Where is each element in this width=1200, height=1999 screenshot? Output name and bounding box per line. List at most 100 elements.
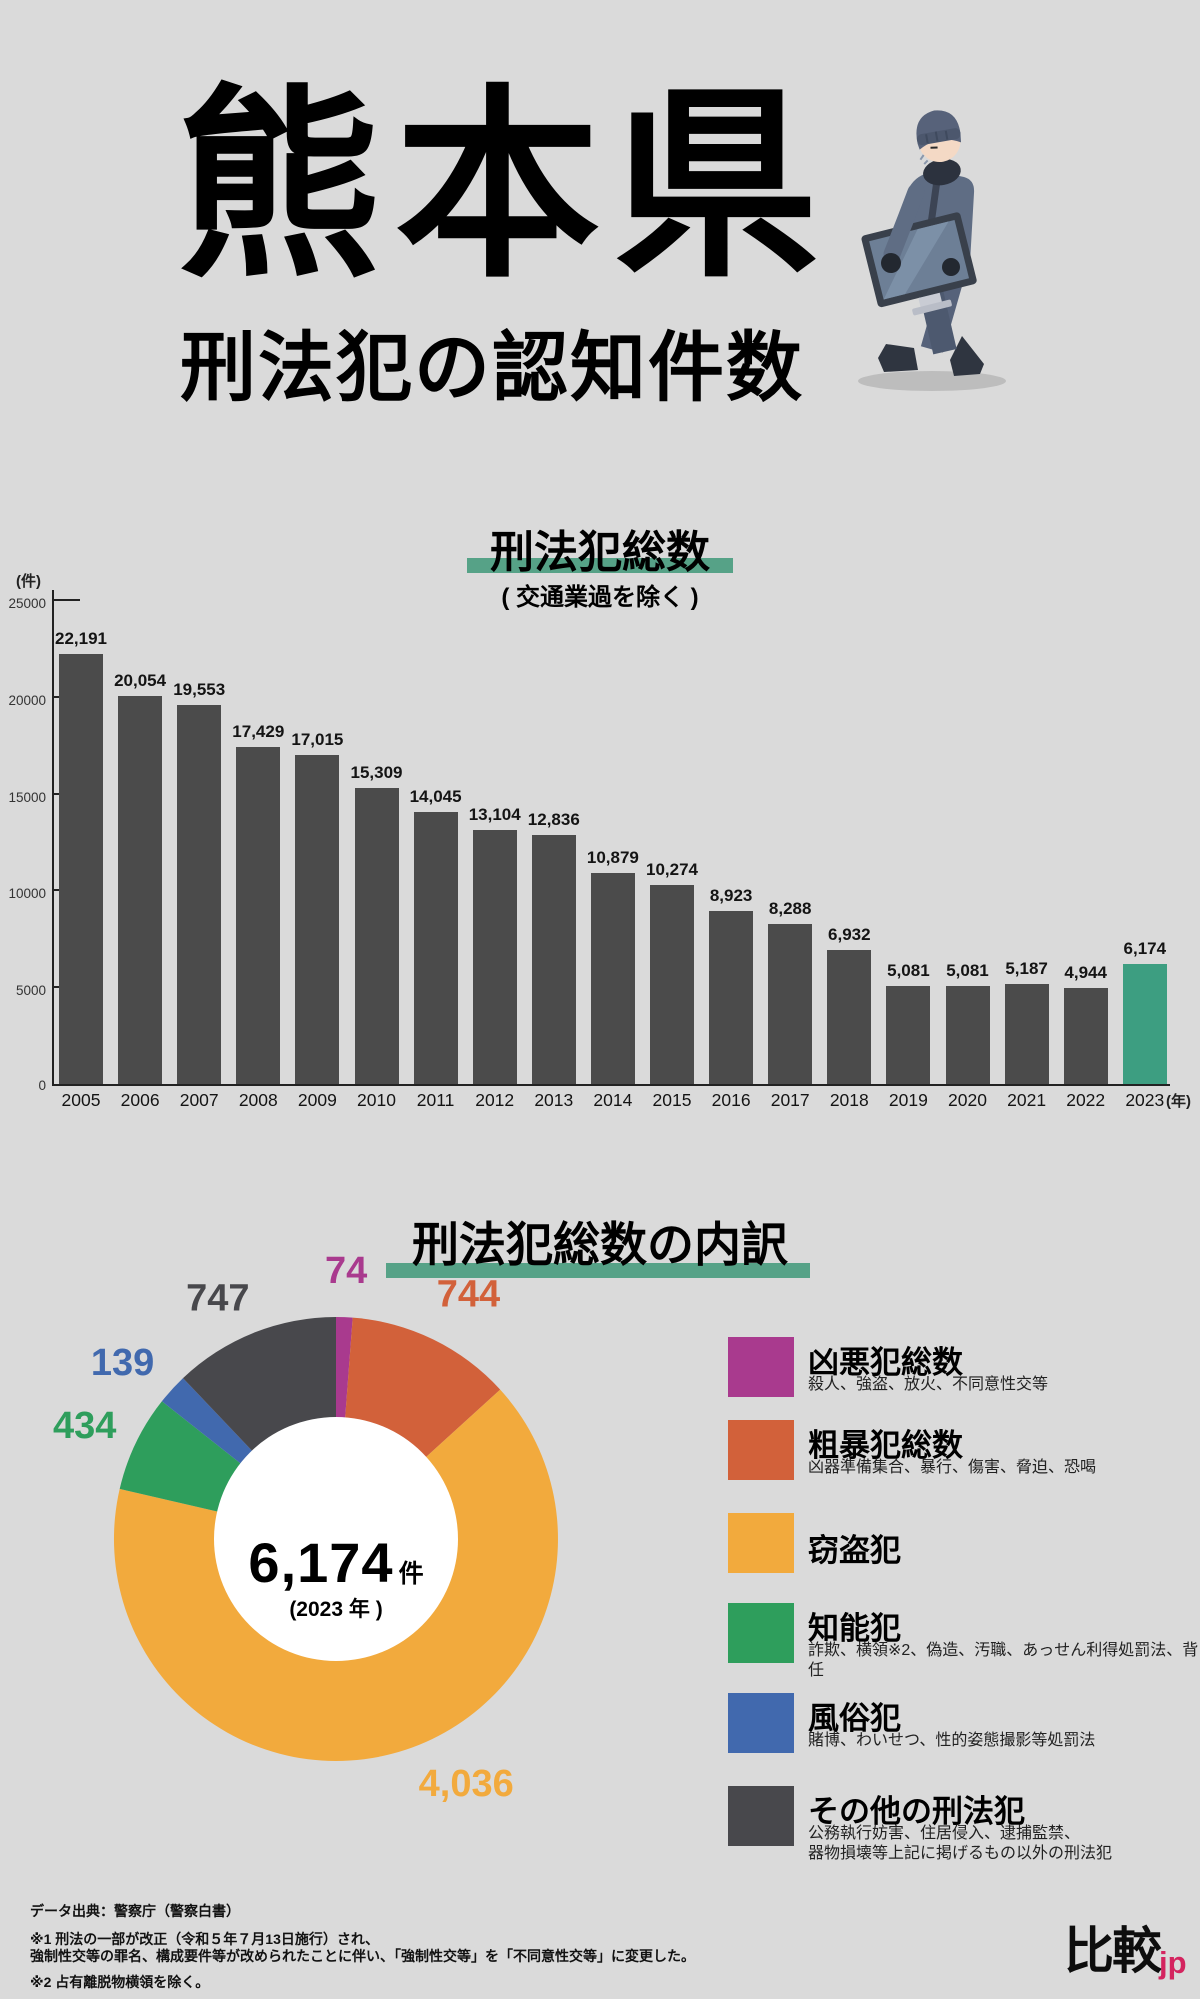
donut-label-2: 4,036 xyxy=(419,1763,514,1805)
legend-title-1: 粗暴犯総数 xyxy=(808,1428,963,1463)
bar-value-2018: 6,932 xyxy=(828,925,871,944)
y-tick-label-10000: 10000 xyxy=(8,886,46,902)
x-label-2021: 2021 xyxy=(1007,1090,1047,1110)
logo-main-text: 比較 xyxy=(1064,1923,1162,1979)
shadow-ellipse xyxy=(858,371,1006,391)
x-label-2012: 2012 xyxy=(475,1090,515,1110)
bar-value-2020: 5,081 xyxy=(946,961,989,980)
legend-title-0: 凶悪犯総数 xyxy=(808,1345,963,1380)
x-label-2016: 2016 xyxy=(711,1090,751,1110)
y-tick-label-25000: 25000 xyxy=(8,596,46,611)
bar-value-2016: 8,923 xyxy=(709,886,753,905)
legend-swatch-4 xyxy=(728,1693,794,1753)
legend-desc-5: 公務執行妨害、住居侵入、逮捕監禁、 器物損壊等上記に掲げるもの以外の刑法犯 xyxy=(808,1825,1113,1862)
y-tick-label-15000: 15000 xyxy=(8,789,46,805)
footnote-1-line2: 強制性交等の罪名、構成要件等が改められたことに伴い、「強制性交等」を「不同意性交… xyxy=(30,1948,695,1964)
x-label-2011: 2011 xyxy=(416,1090,455,1110)
bar-2017 xyxy=(768,924,813,1084)
legend-desc-1: 凶器準備集合、暴行、傷害、脅迫、恐喝 xyxy=(808,1459,1097,1476)
bar-2006 xyxy=(118,696,163,1084)
donut-total-value: 6,174 xyxy=(248,1531,394,1594)
donut-hole xyxy=(214,1417,458,1661)
bar-value-2014: 10,879 xyxy=(586,848,639,867)
section2-underline xyxy=(386,1263,810,1278)
section1-underline xyxy=(467,558,733,573)
bar-2021 xyxy=(1004,984,1049,1084)
bar-2007 xyxy=(177,705,222,1084)
bar-2019 xyxy=(886,986,931,1084)
x-label-2014: 2014 xyxy=(593,1090,633,1110)
x-label-2020: 2020 xyxy=(948,1090,987,1110)
bar-2015 xyxy=(650,885,694,1084)
bar-2005 xyxy=(59,654,103,1084)
legend: 凶悪犯総数 殺人、強盗、放火、不同意性交等 粗暴犯総数 凶器準備集合、暴行、傷害、脅迫… xyxy=(728,1335,1200,1905)
section1-title: 刑法犯総数 xyxy=(490,528,710,577)
donut-center-label: 6,174 件 (2023 年 ) xyxy=(186,1532,486,1621)
y-tick-label-0: 0 xyxy=(38,1078,46,1093)
burglar-head xyxy=(916,110,962,186)
x-label-2023: 2023 xyxy=(1125,1090,1165,1110)
x-axis-unit-label: (年) xyxy=(1166,1093,1191,1110)
x-label-2005: 2005 xyxy=(61,1090,101,1110)
page-title: 熊本県 xyxy=(176,72,833,301)
donut-label-3: 434 xyxy=(53,1405,116,1447)
bar-chart: (年) 0 5000 10000 15000 20000 25000 22,191 2005 2… xyxy=(8,590,1191,1110)
donut-label-4: 139 xyxy=(91,1342,154,1384)
bar-value-2006: 20,054 xyxy=(114,671,167,690)
burglar-illustration xyxy=(858,110,1006,391)
bar-2022 xyxy=(1063,988,1108,1084)
bar-2013 xyxy=(531,835,576,1084)
x-label-2010: 2010 xyxy=(357,1090,396,1110)
bar-2016 xyxy=(709,911,754,1084)
legend-swatch-3 xyxy=(728,1603,794,1663)
legend-title-3: 知能犯 xyxy=(808,1611,901,1646)
section2-title: 刑法犯総数の内訳 xyxy=(412,1218,788,1271)
bar-2011 xyxy=(413,812,458,1084)
tv-icon xyxy=(861,212,977,316)
bar-2010 xyxy=(354,788,399,1084)
y-axis-unit-label: (件) xyxy=(16,573,41,590)
bar-2008 xyxy=(236,747,281,1084)
legend-title-2: 窃盗犯 xyxy=(808,1533,901,1568)
bar-value-2021: 5,187 xyxy=(1005,959,1048,978)
bar-value-2022: 4,944 xyxy=(1064,963,1107,982)
y-tick-label-20000: 20000 xyxy=(8,692,46,708)
hikaku-jp-logo: 比較 jp xyxy=(1064,1923,1188,1979)
donut-chart: 74 744 4,036 434 139 747 xyxy=(53,1250,558,1805)
y-tick-label-5000: 5000 xyxy=(15,983,46,999)
legend-swatch-0 xyxy=(728,1337,794,1397)
legend-swatch-2 xyxy=(728,1513,794,1573)
bar-2012 xyxy=(472,830,517,1084)
legend-swatch-5 xyxy=(728,1786,794,1846)
x-label-2017: 2017 xyxy=(770,1090,810,1110)
donut-label-0: 74 xyxy=(325,1250,367,1292)
bar-value-2013: 12,836 xyxy=(527,810,580,829)
x-label-2006: 2006 xyxy=(120,1090,160,1110)
x-label-2008: 2008 xyxy=(238,1090,278,1110)
bar-value-2012: 13,104 xyxy=(468,805,521,824)
bar-2009 xyxy=(295,755,340,1084)
bar-value-2017: 8,288 xyxy=(768,899,812,918)
page-subtitle: 刑法犯の認知件数 xyxy=(180,326,804,411)
bar-2023 xyxy=(1122,964,1167,1084)
donut-year-label: (2023 年 ) xyxy=(289,1597,383,1621)
bar-2014 xyxy=(590,873,635,1084)
donut-label-5: 747 xyxy=(186,1277,249,1319)
footnote-1-line1: ※1 刑法の一部が改正（令和５年７月13日施行）され、 xyxy=(30,1931,379,1947)
footnote-2: ※2 占有離脱物横領を除く。 xyxy=(30,1974,210,1990)
x-label-2013: 2013 xyxy=(534,1090,574,1110)
x-label-2019: 2019 xyxy=(888,1090,928,1110)
bar-value-2005: 22,191 xyxy=(55,629,107,648)
legend-desc-3: 詐欺、横領※2、偽造、汚職、あっせん利得処罰法、背任 xyxy=(808,1642,1199,1679)
bar-value-2007: 19,553 xyxy=(173,680,226,699)
y-tick-25000 xyxy=(54,599,80,601)
bar-2020 xyxy=(945,986,990,1084)
bar-value-2009: 17,015 xyxy=(291,730,344,749)
legend-swatch-1 xyxy=(728,1420,794,1480)
bar-value-2015: 10,274 xyxy=(646,860,698,879)
legend-title-5: その他の刑法犯 xyxy=(808,1794,1025,1829)
x-label-2007: 2007 xyxy=(179,1090,219,1110)
x-label-2015: 2015 xyxy=(652,1090,692,1110)
bar-value-2008: 17,429 xyxy=(232,722,285,741)
